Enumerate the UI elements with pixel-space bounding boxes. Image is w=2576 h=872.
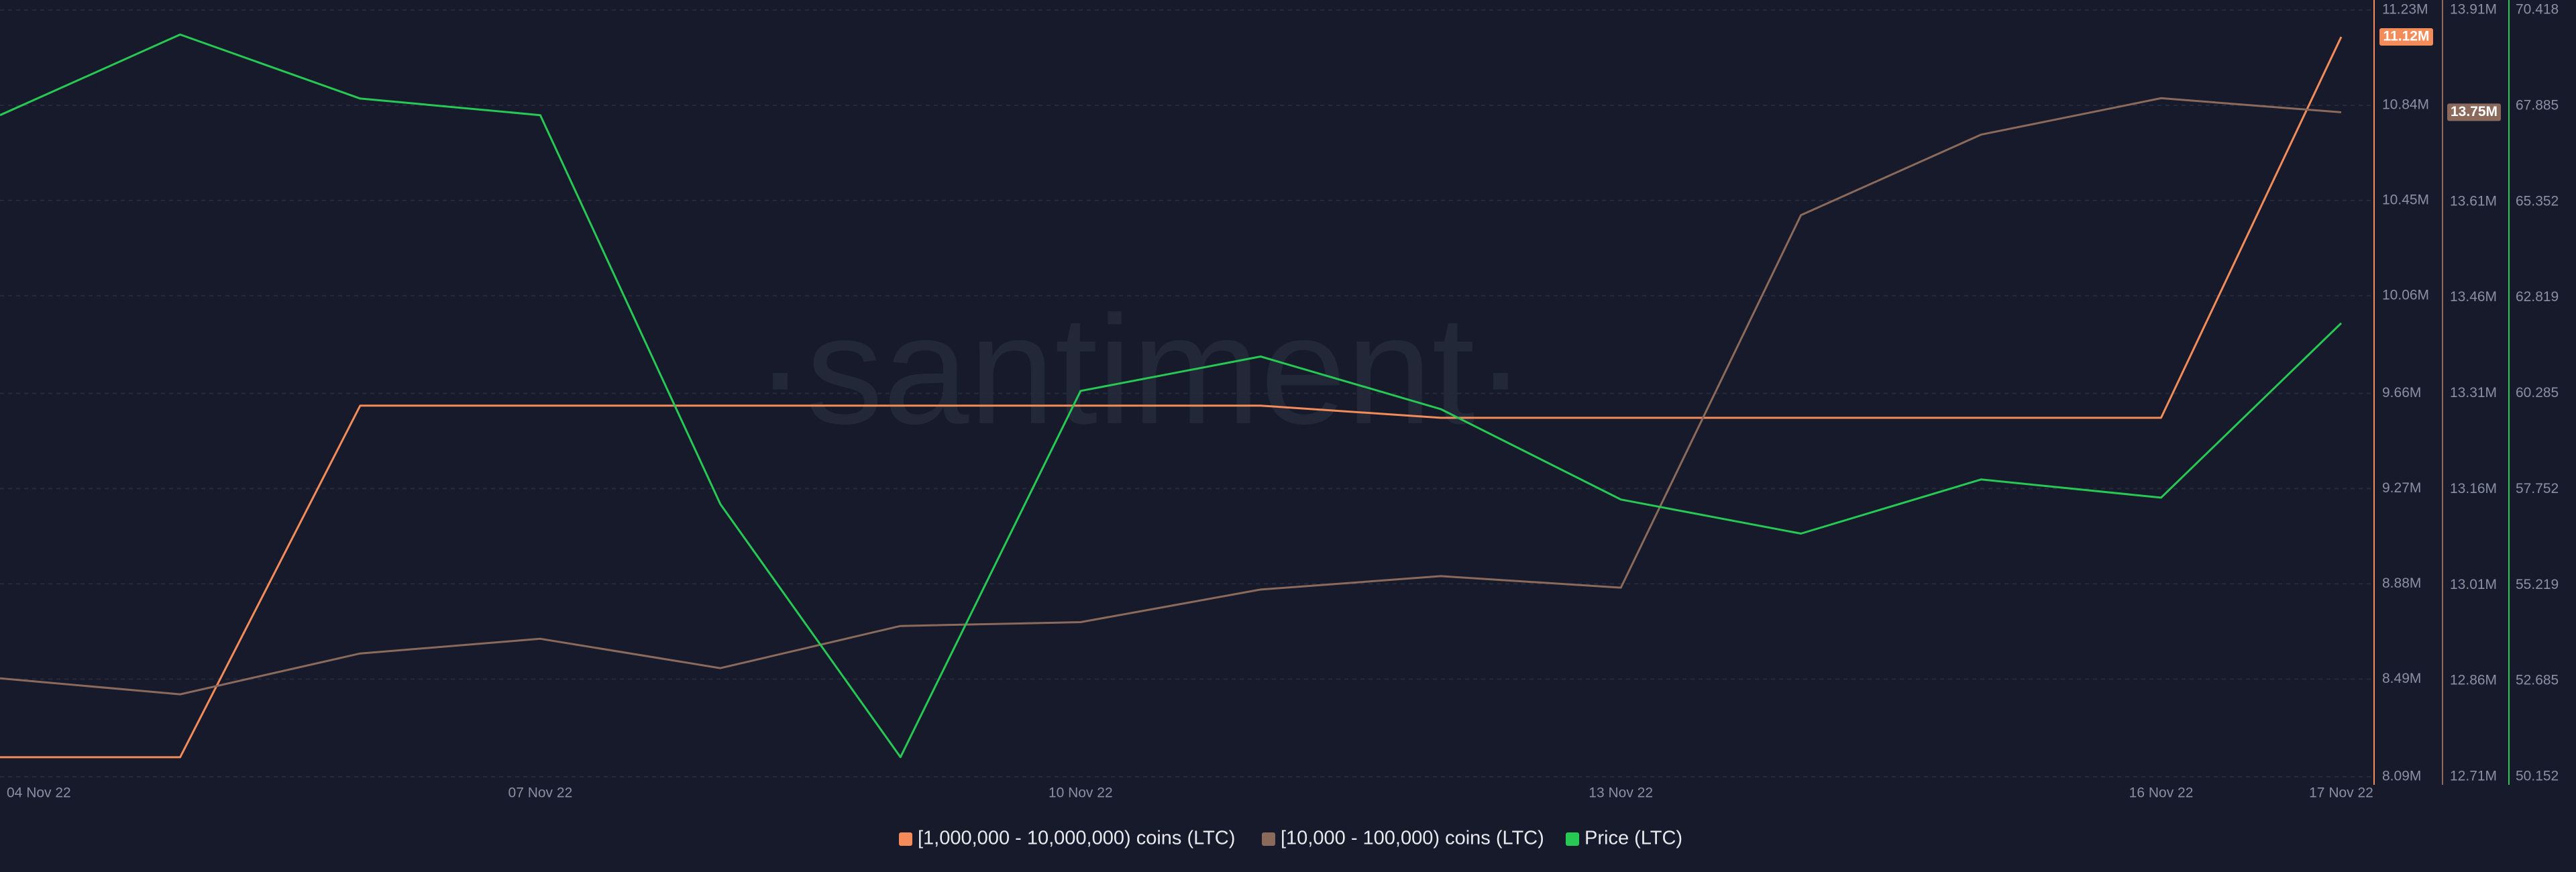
legend-swatch	[1262, 832, 1275, 846]
series-line	[0, 34, 2343, 759]
y-tick-label: 11.23M	[2382, 2, 2428, 17]
y-tick-label: 8.49M	[2382, 671, 2421, 686]
x-tick-label: 07 Nov 22	[508, 785, 573, 801]
y-tick-label: 13.31M	[2450, 385, 2497, 400]
legend-label: [10,000 - 100,000) coins (LTC)	[1281, 828, 1544, 849]
series-line	[0, 97, 2342, 696]
x-tick-label: 04 Nov 22	[7, 785, 71, 801]
y-tick-label: 12.71M	[2450, 769, 2497, 784]
y-tick-label: 13.61M	[2450, 193, 2497, 209]
value-label: 11.12M	[2383, 29, 2430, 44]
legend-label: Price (LTC)	[1585, 828, 1682, 849]
y-tick-label: 9.66M	[2382, 385, 2421, 400]
y-tick-label: 70.418	[2516, 2, 2559, 17]
x-tick-label: 17 Nov 22	[2309, 785, 2373, 801]
y-tick-label: 13.01M	[2450, 577, 2497, 592]
watermark: ·santiment·	[755, 284, 1526, 456]
value-label: 13.75M	[2451, 104, 2498, 119]
y-tick-label: 13.46M	[2450, 289, 2497, 305]
legend-swatch	[1566, 832, 1579, 846]
y-tick-label: 60.285	[2516, 385, 2559, 400]
y-tick-label: 8.09M	[2382, 769, 2421, 784]
y-tick-label: 67.885	[2516, 97, 2559, 113]
y-tick-label: 10.06M	[2382, 287, 2429, 303]
y-tick-label: 52.685	[2516, 673, 2559, 688]
y-tick-label: 62.819	[2516, 289, 2559, 305]
y-tick-label: 12.86M	[2450, 673, 2497, 688]
y-tick-label: 9.27M	[2382, 480, 2421, 496]
series-line	[0, 36, 2343, 759]
y-tick-label: 10.84M	[2382, 97, 2429, 113]
y-tick-label: 57.752	[2516, 481, 2559, 496]
x-tick-label: 13 Nov 22	[1589, 785, 1653, 801]
y-tick-label: 50.152	[2516, 769, 2559, 784]
x-tick-label: 16 Nov 22	[2129, 785, 2194, 801]
x-tick-label: 10 Nov 22	[1049, 785, 1113, 801]
y-tick-label: 13.91M	[2450, 2, 2497, 17]
value-badge	[2379, 28, 2433, 46]
value-badge	[2447, 103, 2501, 121]
y-tick-label: 8.88M	[2382, 576, 2421, 591]
y-tick-label: 55.219	[2516, 577, 2559, 592]
y-tick-label: 13.16M	[2450, 481, 2497, 496]
legend-swatch	[899, 832, 912, 846]
legend-label: [1,000,000 - 10,000,000) coins (LTC)	[918, 828, 1235, 849]
y-tick-label: 10.45M	[2382, 192, 2429, 207]
y-tick-label: 65.352	[2516, 193, 2559, 209]
